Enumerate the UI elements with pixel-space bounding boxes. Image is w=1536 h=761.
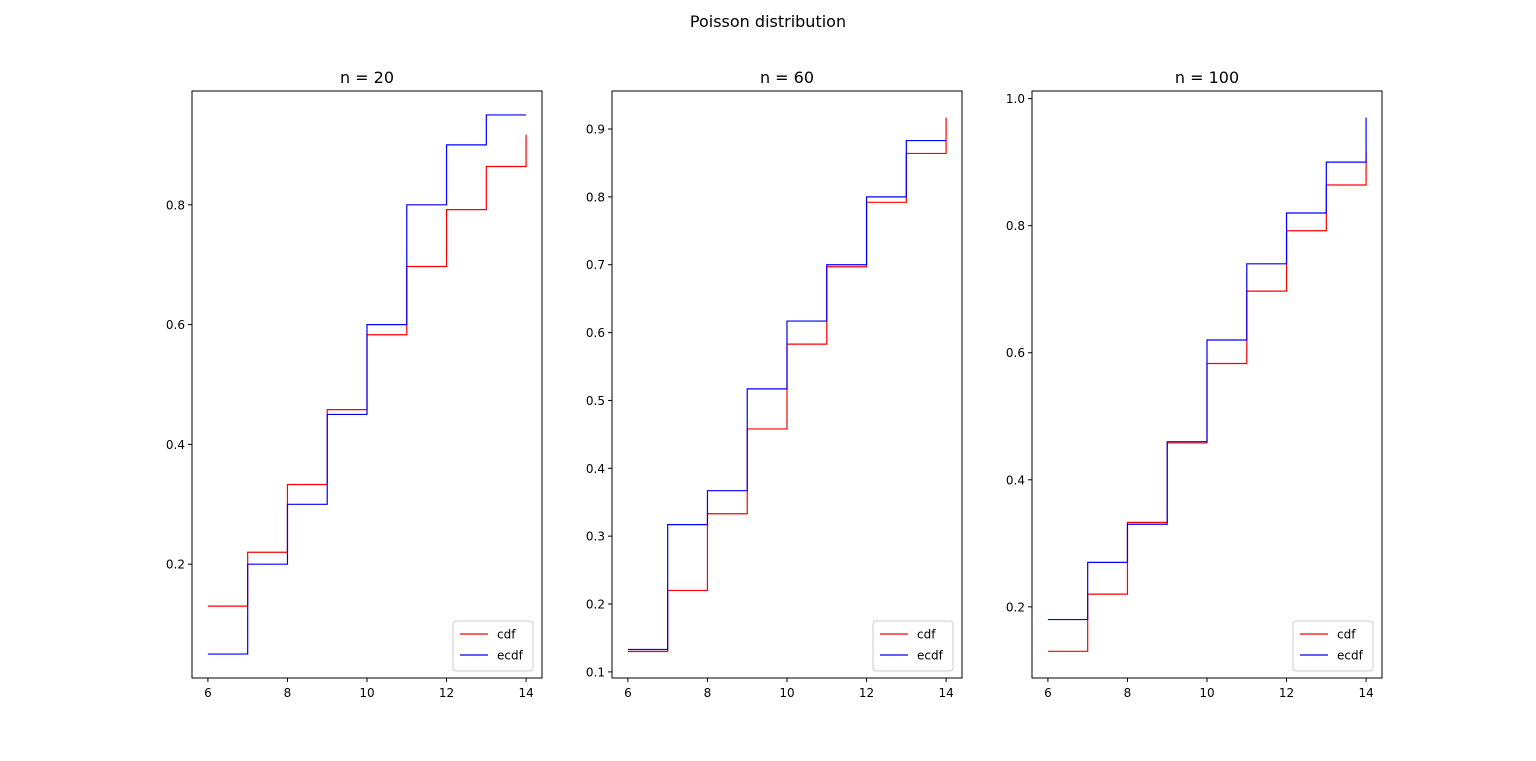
series-line-ecdf [1047,117,1367,621]
y-tick-label: 0.2 [166,558,185,572]
legend-label-cdf: cdf [917,628,936,642]
y-tick-label: 0.6 [166,318,185,332]
legend: cdf ecdf [872,620,954,672]
subplot-title: n = 60 [760,68,814,87]
x-tick-label: 12 [439,686,454,700]
y-tick-label: 0.8 [1006,219,1025,233]
y-tick-label: 0.7 [586,258,605,272]
series-line-ecdf [207,114,527,655]
x-tick-label: 14 [518,686,533,700]
legend-label-ecdf: ecdf [497,649,524,663]
x-tick-label: 8 [284,686,292,700]
y-tick-label: 0.6 [1006,346,1025,360]
legend: cdf ecdf [1292,620,1374,672]
x-tick-label: 14 [1358,686,1373,700]
x-tick-label: 10 [359,686,374,700]
x-tick-label: 8 [1124,686,1132,700]
x-tick-label: 6 [204,686,212,700]
y-tick-label: 1.0 [1006,92,1025,106]
x-tick-label: 12 [859,686,874,700]
legend-label-cdf: cdf [497,628,516,642]
y-tick-label: 0.1 [586,665,605,679]
x-tick-label: 6 [624,686,632,700]
x-tick-label: 8 [704,686,712,700]
y-tick-label: 0.5 [586,394,605,408]
y-tick-label: 0.8 [586,190,605,204]
legend-label-ecdf: ecdf [917,649,944,663]
series-line-ecdf [627,139,947,651]
y-tick-label: 0.8 [166,198,185,212]
y-tick-label: 0.3 [586,530,605,544]
subplot-title: n = 100 [1175,68,1239,87]
legend-box [872,620,954,672]
y-tick-label: 0.6 [586,326,605,340]
y-tick-label: 0.2 [586,598,605,612]
x-tick-label: 6 [1044,686,1052,700]
y-tick-label: 0.2 [1006,600,1025,614]
y-tick-label: 0.4 [166,438,185,452]
x-tick-label: 12 [1279,686,1294,700]
subplot-title: n = 20 [340,68,394,87]
legend: cdf ecdf [452,620,534,672]
figure-title: Poisson distribution [689,12,847,31]
x-tick-label: 10 [779,686,794,700]
legend-box [1292,620,1374,672]
subplot-3: n = 100 6 8 10 12 14 0.2 0.4 0.6 0.8 1.0 cdf ecdf [1006,68,1383,700]
subplot-1: n = 20 6 8 10 12 14 0.2 0.4 0.6 0.8 cdf ecdf [166,68,543,700]
legend-box [452,620,534,672]
legend-label-cdf: cdf [1337,628,1356,642]
x-tick-label: 14 [938,686,953,700]
y-tick-label: 0.9 [586,123,605,137]
subplot-2: n = 60 6 8 10 12 14 0.1 0.2 0.3 0.4 0.5 0.6 0.7 0.8 0.… [586,68,963,700]
x-tick-label: 10 [1199,686,1214,700]
y-tick-label: 0.4 [1006,473,1025,487]
y-tick-label: 0.4 [586,462,605,476]
legend-label-ecdf: ecdf [1337,649,1364,663]
